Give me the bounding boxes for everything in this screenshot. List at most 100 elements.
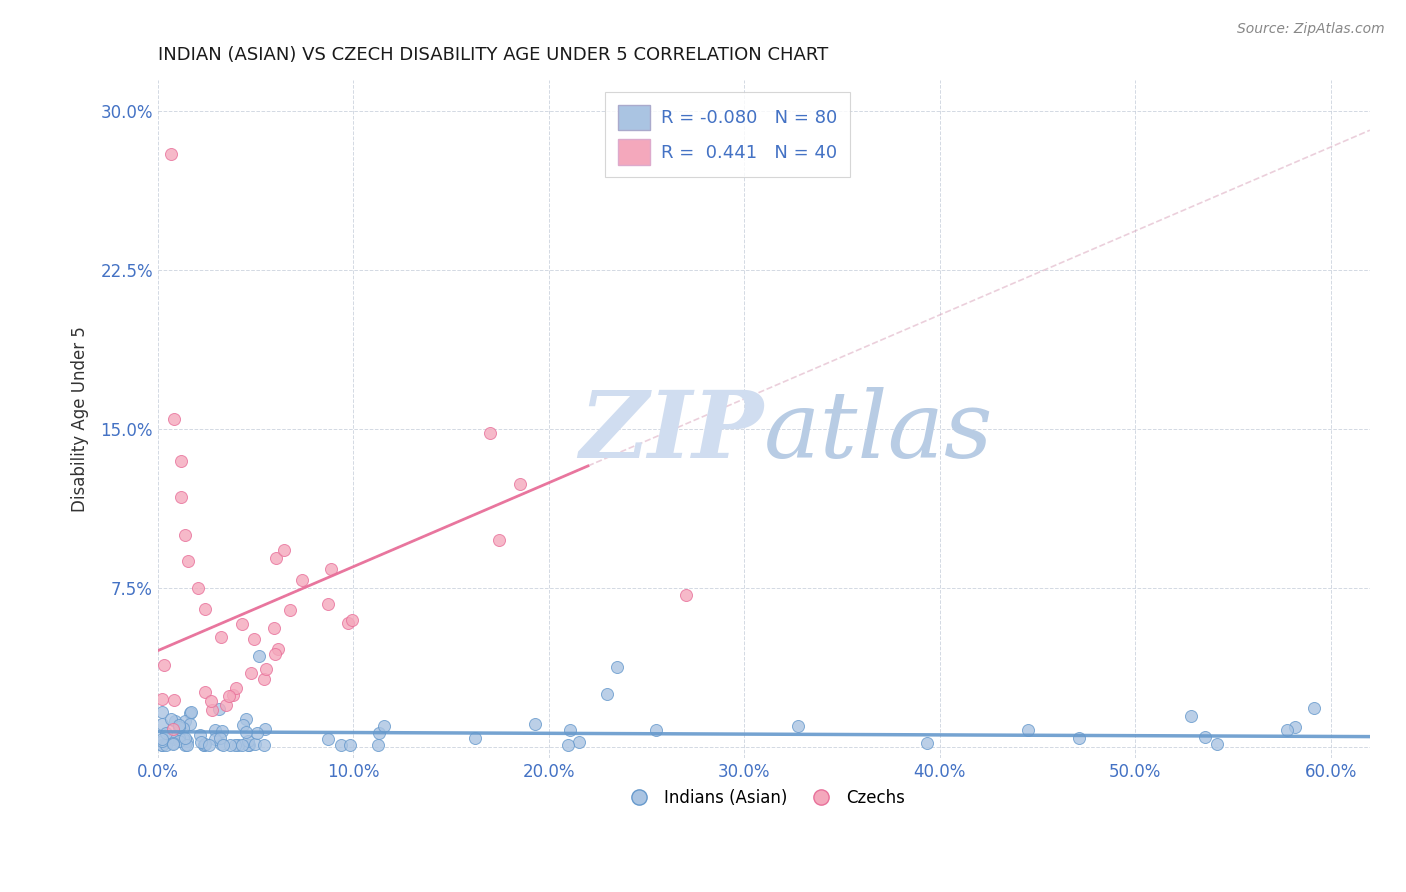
- Point: [253, 738, 276, 752]
- Point: [150, 738, 173, 752]
- Point: [167, 733, 190, 747]
- Point: [209, 731, 232, 745]
- Point: [509, 477, 531, 491]
- Point: [253, 722, 276, 736]
- Point: [523, 717, 546, 731]
- Point: [568, 735, 591, 749]
- Point: [188, 728, 211, 742]
- Point: [194, 602, 217, 616]
- Point: [194, 737, 217, 751]
- Point: [316, 598, 339, 612]
- Point: [231, 738, 253, 752]
- Point: [645, 723, 668, 738]
- Point: [150, 738, 173, 752]
- Point: [215, 698, 238, 713]
- Point: [236, 738, 259, 752]
- Point: [373, 719, 395, 733]
- Point: [200, 694, 222, 708]
- Text: INDIAN (ASIAN) VS CZECH DISABILITY AGE UNDER 5 CORRELATION CHART: INDIAN (ASIAN) VS CZECH DISABILITY AGE U…: [157, 46, 828, 64]
- Point: [264, 550, 287, 565]
- Point: [1067, 731, 1090, 746]
- Point: [172, 731, 194, 745]
- Point: [162, 737, 184, 751]
- Point: [464, 731, 486, 745]
- Point: [1303, 701, 1326, 715]
- Point: [160, 146, 183, 161]
- Point: [558, 723, 581, 737]
- Point: [596, 687, 619, 701]
- Point: [170, 490, 193, 504]
- Point: [222, 689, 245, 703]
- Point: [367, 738, 389, 752]
- Text: atlas: atlas: [763, 387, 994, 477]
- Legend: Indians (Asian), Czechs: Indians (Asian), Czechs: [616, 782, 911, 814]
- Point: [263, 648, 285, 662]
- Point: [319, 562, 342, 576]
- Point: [1180, 709, 1202, 723]
- Point: [209, 630, 232, 644]
- Point: [174, 738, 197, 752]
- Point: [193, 738, 215, 752]
- Point: [243, 632, 266, 646]
- Point: [330, 738, 353, 752]
- Point: [180, 706, 202, 720]
- Text: ZIP: ZIP: [579, 387, 763, 477]
- Point: [479, 426, 502, 441]
- Point: [254, 662, 277, 676]
- Point: [198, 738, 221, 752]
- Point: [1206, 737, 1229, 751]
- Point: [172, 721, 194, 735]
- Point: [316, 731, 339, 746]
- Point: [170, 454, 193, 468]
- Point: [211, 738, 233, 752]
- Point: [169, 731, 191, 745]
- Point: [336, 615, 359, 630]
- Point: [557, 738, 579, 752]
- Point: [190, 735, 212, 749]
- Point: [174, 528, 197, 542]
- Point: [167, 720, 190, 734]
- Point: [150, 731, 173, 746]
- Point: [163, 411, 186, 425]
- Point: [176, 734, 198, 748]
- Point: [263, 621, 285, 635]
- Point: [225, 681, 247, 696]
- Point: [204, 723, 226, 738]
- Point: [150, 705, 173, 719]
- Point: [247, 649, 270, 664]
- Point: [160, 712, 183, 726]
- Point: [240, 666, 263, 681]
- Point: [236, 734, 259, 748]
- Point: [162, 735, 184, 749]
- Point: [238, 738, 260, 752]
- Point: [787, 719, 810, 733]
- Point: [1194, 730, 1216, 744]
- Point: [209, 737, 232, 751]
- Point: [162, 731, 184, 746]
- Point: [218, 738, 240, 752]
- Point: [150, 692, 173, 706]
- Point: [342, 614, 364, 628]
- Point: [278, 603, 301, 617]
- Point: [208, 702, 231, 716]
- Point: [235, 712, 257, 726]
- Point: [245, 726, 267, 740]
- Point: [179, 717, 201, 731]
- Point: [194, 684, 217, 698]
- Point: [231, 617, 253, 632]
- Point: [226, 738, 249, 752]
- Point: [150, 717, 173, 731]
- Point: [606, 659, 628, 673]
- Point: [232, 718, 254, 732]
- Point: [218, 690, 240, 704]
- Point: [273, 543, 295, 558]
- Text: Source: ZipAtlas.com: Source: ZipAtlas.com: [1237, 22, 1385, 37]
- Point: [675, 587, 697, 601]
- Point: [173, 731, 195, 745]
- Point: [200, 703, 222, 717]
- Point: [163, 693, 186, 707]
- Point: [176, 553, 198, 567]
- Point: [153, 658, 176, 673]
- Point: [176, 738, 198, 752]
- Point: [160, 730, 183, 744]
